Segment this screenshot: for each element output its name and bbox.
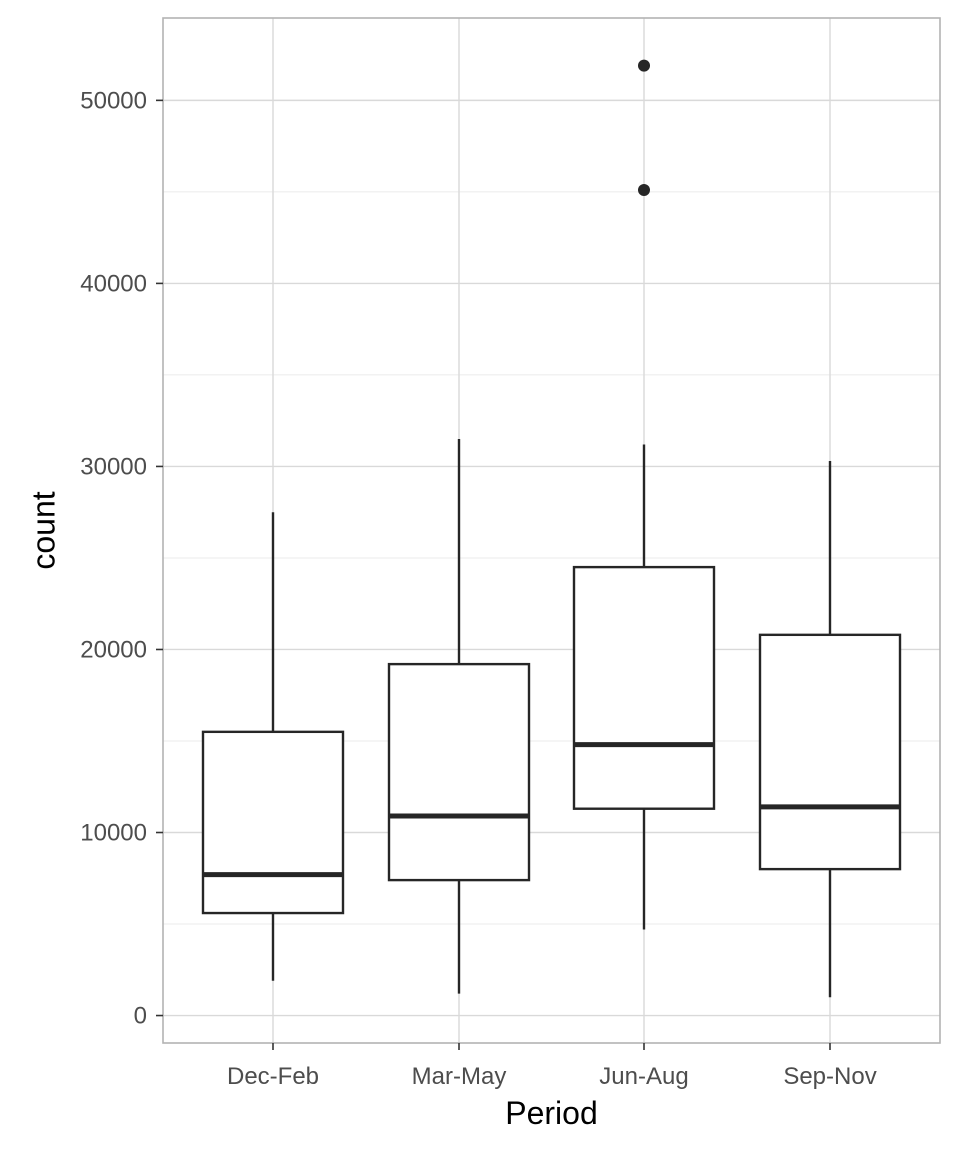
boxes-layer [201, 59, 902, 998]
y-tick-label: 50000 [80, 87, 147, 114]
iqr-box [758, 633, 902, 871]
iqr-box [572, 565, 716, 810]
x-tick-label: Dec-Feb [227, 1063, 319, 1090]
y-tick-label: 40000 [80, 270, 147, 297]
y-tick-label: 30000 [80, 453, 147, 480]
x-tick-label: Mar-May [412, 1063, 507, 1090]
outlier-point [638, 184, 650, 197]
iqr-box [201, 730, 345, 915]
y-tick-label: 0 [134, 1003, 147, 1030]
iqr-box [387, 662, 531, 882]
x-tick-label: Jun-Aug [599, 1063, 688, 1090]
y-tick-label: 10000 [80, 820, 147, 847]
x-axis-title: Period [505, 1095, 598, 1131]
x-tick-label: Sep-Nov [783, 1063, 876, 1090]
y-axis-title: count [25, 491, 61, 569]
box-mar-may [387, 438, 531, 994]
box-dec-feb [201, 512, 345, 981]
box-jun-aug [572, 59, 716, 930]
y-axis-ticks: 0 10000 20000 30000 40000 50000 [80, 87, 163, 1030]
outlier-point [638, 59, 650, 72]
x-axis-ticks: Dec-Feb Mar-May Jun-Aug Sep-Nov [227, 1043, 877, 1090]
panel-border [162, 17, 941, 1044]
box-sep-nov [758, 460, 902, 998]
y-tick-label: 20000 [80, 636, 147, 663]
